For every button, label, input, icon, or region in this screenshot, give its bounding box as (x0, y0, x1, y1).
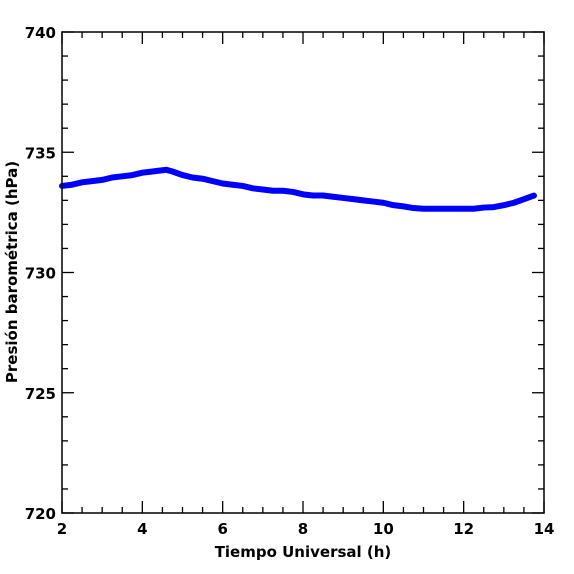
axis-ticks (61, 31, 545, 514)
data-point (300, 191, 306, 197)
data-point (169, 168, 176, 175)
data-point (270, 188, 276, 194)
data-point (179, 172, 186, 178)
data-point (89, 178, 95, 184)
x-tick-label: 2 (57, 520, 67, 538)
data-point (420, 206, 427, 212)
data-point (129, 172, 135, 178)
data-point (400, 203, 407, 209)
x-tick-label: 12 (453, 520, 474, 538)
x-tick-label: 10 (373, 520, 394, 538)
data-point (290, 189, 296, 195)
data-point (159, 167, 166, 173)
x-axis-label: Tiempo Universal (h) (215, 543, 392, 561)
data-point (481, 204, 487, 211)
data-point (189, 174, 196, 181)
data-point (210, 178, 216, 184)
data-point (220, 180, 226, 187)
data-point (390, 202, 396, 208)
series-layer (59, 166, 537, 212)
data-point (99, 177, 105, 183)
y-tick-label: 730 (25, 265, 56, 283)
y-tick-label: 740 (25, 24, 56, 42)
data-point (350, 196, 356, 202)
data-point (430, 206, 437, 212)
data-point (491, 204, 497, 210)
data-point (511, 200, 517, 206)
y-tick-label: 720 (25, 505, 56, 523)
plot-frame (61, 31, 545, 514)
data-point (471, 206, 477, 212)
data-point (461, 206, 467, 212)
y-tick-label: 735 (25, 144, 56, 162)
y-tick-label: 725 (25, 385, 56, 403)
data-point (260, 186, 266, 193)
data-point (501, 202, 507, 208)
data-point (199, 176, 206, 182)
data-point (139, 170, 145, 176)
data-point (531, 192, 537, 199)
data-point (230, 182, 236, 188)
data-point (280, 188, 286, 194)
data-point (521, 196, 527, 202)
data-point (69, 182, 75, 188)
data-point (119, 173, 125, 179)
x-tick-label: 8 (298, 520, 308, 538)
x-tick-label: 6 (217, 520, 227, 538)
data-point (330, 194, 336, 200)
data-point (370, 198, 376, 205)
data-point (440, 206, 447, 212)
y-axis-label: Presión barométrica (hPa) (3, 161, 21, 383)
data-point (340, 195, 346, 201)
data-point (310, 192, 316, 199)
data-point (320, 192, 326, 199)
data-point (360, 197, 366, 203)
data-point (410, 205, 417, 211)
data-point (163, 167, 170, 173)
x-tick-label: 14 (534, 520, 555, 538)
tick-labels: 2 4 6 8 10 12 14 720 725 730 735 740 (25, 24, 555, 538)
x-tick-label: 4 (137, 520, 147, 538)
data-point (240, 183, 246, 189)
data-point (380, 200, 386, 206)
data-point (109, 174, 115, 181)
data-point (451, 206, 457, 212)
data-point (79, 179, 85, 185)
data-point (250, 185, 256, 191)
data-point (149, 168, 155, 175)
